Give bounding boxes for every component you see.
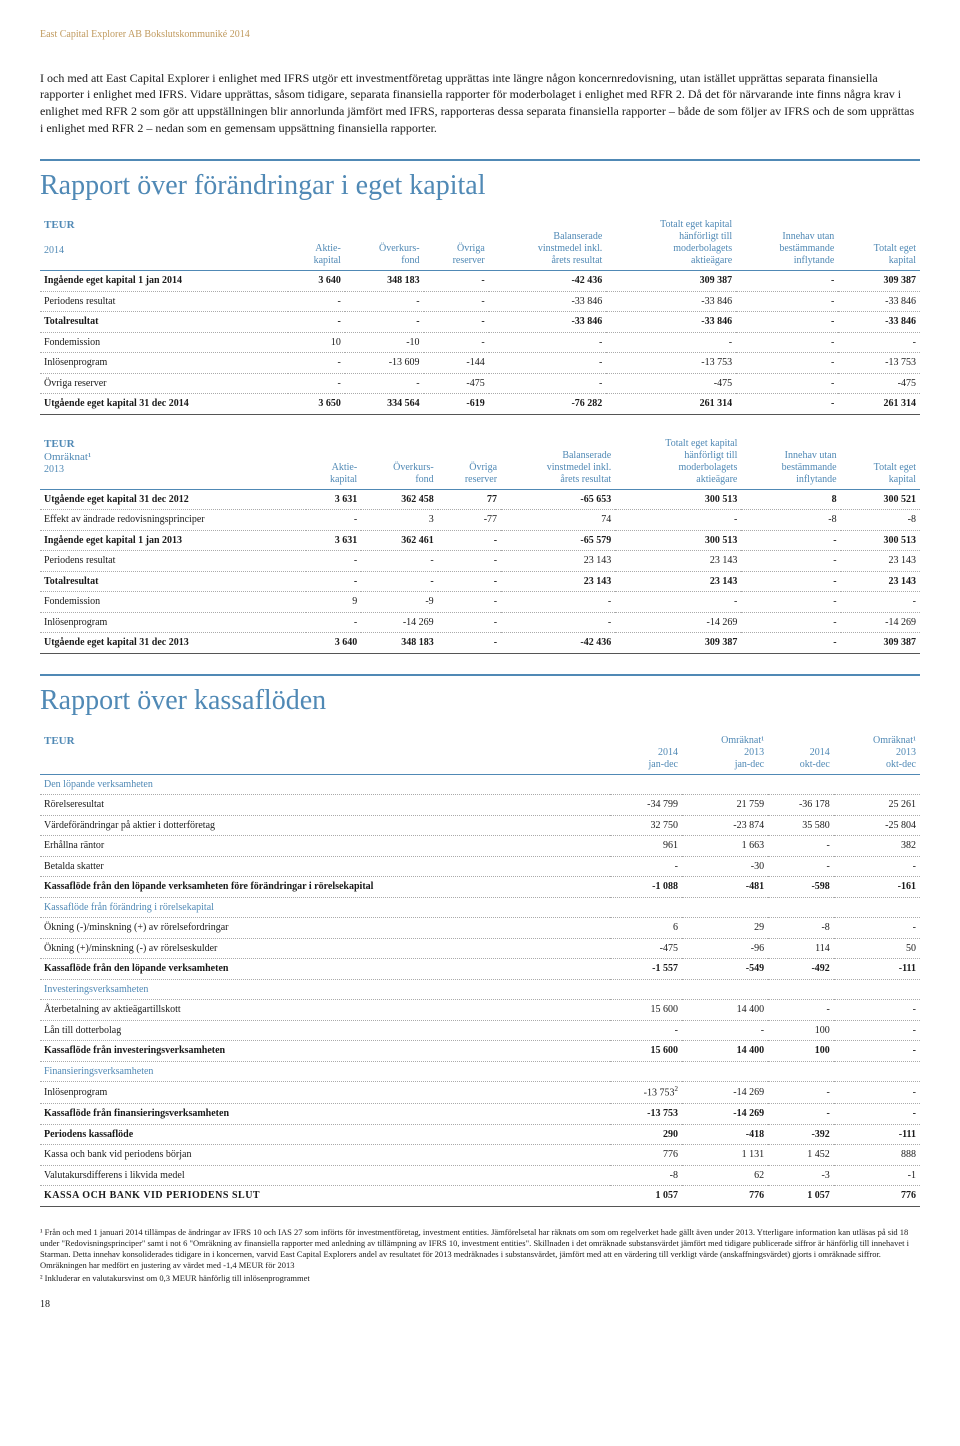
table-row: Den löpande verksamheten [40,774,920,795]
footnotes: ¹ Från och med 1 januari 2014 tillämpas … [40,1227,920,1284]
table-row: Effekt av ändrade redovisningsprinciper-… [40,510,920,531]
table-row: Kassa och bank vid periodens början7761 … [40,1145,920,1166]
page-header: East Capital Explorer AB Bokslutskommuni… [40,28,920,42]
table-row: Kassaflöde från förändring i rörelsekapi… [40,897,920,918]
heading-equity: Rapport över förändringar i eget kapital [40,159,920,205]
table-row: Fondemission10-10----- [40,332,920,353]
table-row: Erhållna räntor9611 663-382 [40,836,920,857]
table-row: Valutakursdifferens i likvida medel-862-… [40,1165,920,1186]
table-row: Kassaflöde från den löpande verksamheten… [40,877,920,898]
table-row: Inlösenprogram--14 269---14 269--14 269 [40,612,920,633]
table-row: Periodens resultat----33 846-33 846--33 … [40,291,920,312]
table-row: Kassaflöde från den löpande verksamheten… [40,959,920,980]
equity-table-2013: TEUROmräknat¹2013 Aktie-kapitalÖverkurs-… [40,435,920,654]
table-row: Övriga reserver---475--475--475 [40,373,920,394]
table-row: Periodens kassaflöde290-418-392-111 [40,1124,920,1145]
table-row: Totalresultat----33 846-33 846--33 846 [40,312,920,333]
table-row: Utgående eget kapital 31 dec 20123 63136… [40,489,920,510]
equity-table-2014: TEUR2014 Aktie-kapitalÖverkurs-fondÖvrig… [40,216,920,415]
cashflow-table: TEUR 2014jan-decOmräknat¹2013jan-dec2014… [40,732,920,1207]
intro-paragraph: I och med att East Capital Explorer i en… [40,70,920,137]
table-row: Inlösenprogram--13 609-144--13 753--13 7… [40,353,920,374]
table-row: Lån till dotterbolag--100- [40,1020,920,1041]
table-row: Finansieringsverksamheten [40,1061,920,1082]
table-row: Ingående eget kapital 1 jan 20143 640348… [40,271,920,292]
table-row: Utgående eget kapital 31 dec 20143 65033… [40,394,920,415]
table-row: Totalresultat---23 14323 143-23 143 [40,571,920,592]
table-row: Kassaflöde från investeringsverksamheten… [40,1041,920,1062]
page-number: 18 [40,1298,920,1312]
table-row: Utgående eget kapital 31 dec 20133 64034… [40,633,920,654]
table-row: Betalda skatter--30-- [40,856,920,877]
table-row: Återbetalning av aktieägartillskott15 60… [40,1000,920,1021]
table-row: Rörelseresultat-34 79921 759-36 17825 26… [40,795,920,816]
table-row: Periodens resultat---23 14323 143-23 143 [40,551,920,572]
heading-cashflow: Rapport över kassaflöden [40,674,920,720]
table-row: Fondemission9-9----- [40,592,920,613]
table-row: Värdeförändringar på aktier i dotterföre… [40,815,920,836]
table-row: Ingående eget kapital 1 jan 20133 631362… [40,530,920,551]
table-row: Investeringsverksamheten [40,979,920,1000]
table-row: Kassaflöde från finansieringsverksamhete… [40,1104,920,1125]
table-row: KASSA OCH BANK VID PERIODENS SLUT1 05777… [40,1186,920,1207]
table-row: Ökning (-)/minskning (+) av rörelsefordr… [40,918,920,939]
table-row: Ökning (+)/minskning (-) av rörelseskuld… [40,938,920,959]
table-row: Inlösenprogram-13 7532-14 269-- [40,1082,920,1104]
